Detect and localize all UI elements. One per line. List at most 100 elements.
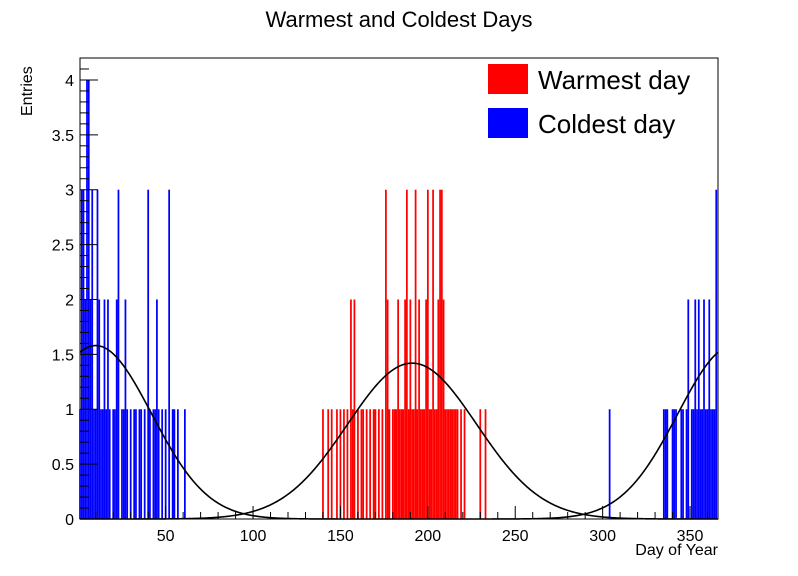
x-tick-label: 300 [589, 528, 616, 545]
warmest-bar [451, 409, 454, 519]
warmest-bar [444, 409, 447, 519]
warmest-bar [430, 409, 433, 519]
warmest-bar [388, 409, 391, 519]
warmest-bar [449, 409, 452, 519]
y-axis-label: Entries [19, 66, 36, 116]
coldest-bar [107, 299, 109, 519]
x-axis: 50 100 150 200 250 300 350 [95, 506, 709, 545]
warmest-bar [442, 299, 445, 519]
coldest-bar [701, 409, 704, 519]
warmest-bar [419, 409, 422, 519]
coldest-bar [157, 409, 160, 519]
coldest-bar [101, 409, 104, 519]
legend: Warmest day Coldest day [488, 64, 690, 139]
coldest-bar [121, 409, 123, 519]
warmest-bar [416, 409, 419, 519]
coldest-bar [152, 409, 155, 519]
warmest-bar [397, 299, 399, 519]
warmest-bar [426, 189, 429, 519]
coldest-bar [184, 409, 186, 519]
coldest-bar [697, 299, 700, 519]
coldest-bar [140, 409, 143, 519]
chart-title: Warmest and Coldest Days [266, 7, 533, 32]
coldest-bar [690, 409, 693, 519]
y-tick-label: 0 [65, 512, 74, 529]
y-tick-label: 1 [65, 402, 74, 419]
coldest-bar [98, 299, 101, 519]
warmest-bar [432, 189, 434, 519]
coldest-bar [699, 409, 702, 519]
warmest-bar [409, 299, 412, 519]
x-tick-label: 150 [327, 528, 354, 545]
legend-swatch-coldest [488, 108, 528, 138]
coldest-bar [680, 409, 683, 519]
y-tick-label: 3 [65, 183, 74, 200]
coldest-bar [122, 409, 125, 519]
coldest-bar [143, 409, 146, 519]
coldest-bar [682, 409, 684, 519]
warmest-bar [336, 409, 338, 519]
warmest-bar [392, 409, 394, 519]
warmest-bar [428, 409, 431, 519]
warmest-bar [412, 409, 415, 519]
warmest-bar [405, 189, 408, 519]
coldest-bar [154, 409, 157, 519]
warmest-bar [351, 409, 354, 519]
bars-group [79, 79, 718, 519]
warmest-bar [411, 409, 413, 519]
warmest-bar [322, 409, 324, 519]
coldest-bar [685, 409, 688, 519]
coldest-bar [164, 409, 167, 519]
x-tick-label: 200 [414, 528, 441, 545]
y-tick-label: 2 [65, 292, 74, 309]
warmest-bar [343, 409, 345, 519]
coldest-bar [105, 409, 108, 519]
legend-swatch-warmest [488, 64, 528, 94]
coldest-bar [114, 409, 116, 519]
warmest-bar [350, 299, 352, 519]
warmest-bar [446, 409, 448, 519]
warmest-bar [435, 409, 438, 519]
coldest-bar [671, 409, 674, 519]
coldest-bar [161, 409, 164, 519]
x-tick-label: 350 [677, 528, 704, 545]
warmest-bar [456, 409, 459, 519]
coldest-bar [117, 189, 120, 519]
warmest-bar [395, 409, 398, 519]
warmest-bar [425, 299, 427, 519]
coldest-bar [666, 409, 669, 519]
warmest-bar [372, 409, 375, 519]
coldest-bar [703, 299, 705, 519]
legend-label-coldest: Coldest day [538, 109, 675, 139]
x-axis-label: Day of Year [635, 542, 718, 559]
warmest-bar [400, 409, 403, 519]
warmest-bar [423, 409, 426, 519]
coldest-bar [708, 299, 711, 519]
coldest-bar [108, 409, 111, 519]
warmest-bar [353, 299, 356, 519]
coldest-bar [112, 409, 115, 519]
legend-label-warmest: Warmest day [538, 65, 690, 95]
warmest-bar [484, 409, 487, 519]
coldest-bar [168, 189, 171, 519]
coldest-bar [662, 409, 665, 519]
fit-curves-group [79, 344, 719, 520]
y-tick-label: 3.5 [52, 128, 74, 145]
x-tick-label: 50 [157, 528, 175, 545]
coldest-bar [133, 409, 136, 519]
warmest-bar [479, 409, 482, 519]
warmest-bar [385, 189, 387, 519]
coldest-bar [100, 409, 102, 519]
coldest-bar [704, 409, 707, 519]
y-tick-label: 2.5 [52, 238, 74, 255]
fit-curve-1 [79, 344, 719, 520]
warmest-bar [393, 409, 396, 519]
coldest-bar [135, 409, 137, 519]
warmest-bar [460, 409, 462, 519]
warmest-bar [360, 409, 363, 519]
warmest-bar [357, 409, 359, 519]
x-tick-label: 100 [240, 528, 267, 545]
warmest-bar [374, 409, 377, 519]
coldest-bar [173, 409, 176, 519]
